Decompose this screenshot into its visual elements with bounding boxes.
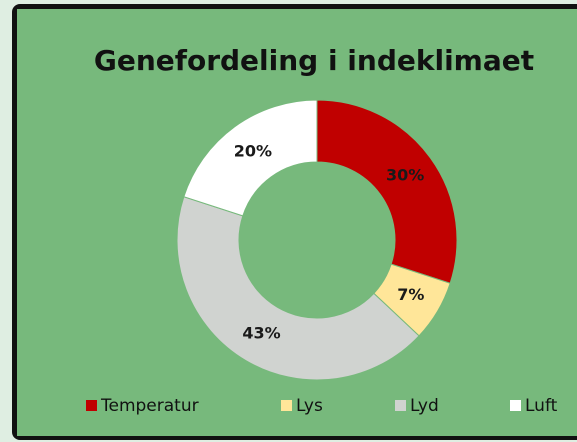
slice (183, 99, 318, 217)
data-label: 20% (234, 141, 272, 160)
slice (316, 99, 458, 284)
legend-swatch (510, 400, 521, 411)
legend-swatch (395, 400, 406, 411)
legend-swatch (281, 400, 292, 411)
data-label: 43% (242, 323, 280, 342)
legend-label: Temperatur (100, 396, 199, 416)
legend-swatch (86, 400, 97, 411)
legend-label: Luft (525, 396, 558, 416)
legend-label: Lys (296, 396, 323, 416)
data-label: 30% (386, 165, 424, 184)
legend-label: Lyd (410, 396, 439, 416)
data-label: 7% (397, 285, 424, 304)
slice (176, 196, 420, 381)
chart-title: Genefordeling i indeklimaet (94, 44, 534, 77)
